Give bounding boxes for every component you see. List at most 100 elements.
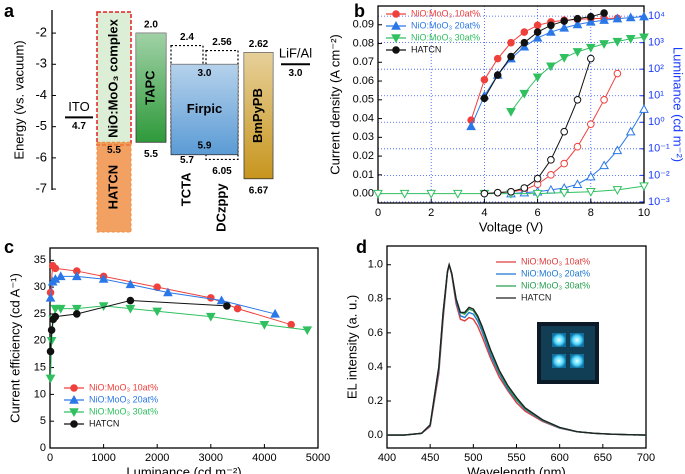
marker — [585, 43, 596, 53]
device-photo — [537, 322, 599, 384]
marker — [612, 186, 623, 195]
y2-tick-label: 10³ — [648, 37, 664, 49]
marker — [639, 11, 649, 21]
marker — [532, 73, 543, 83]
y-tick-label: 0.01 — [353, 169, 374, 181]
series-line — [483, 12, 605, 99]
marker — [125, 304, 136, 314]
marker — [533, 21, 542, 30]
marker — [573, 142, 582, 151]
y-tick-label: 15 — [34, 361, 46, 373]
y-tick-label: 30 — [34, 281, 46, 293]
level-value: 5.7 — [180, 155, 194, 166]
legend-marker — [391, 34, 401, 44]
x-tick-label: 4 — [481, 207, 487, 219]
level-value: 5.5 — [107, 145, 121, 156]
marker — [51, 264, 60, 273]
marker — [520, 184, 529, 192]
y-tick-label: 0.2 — [368, 395, 383, 407]
level-value: 5.5 — [144, 149, 158, 160]
marker — [585, 16, 596, 26]
marker — [493, 54, 502, 63]
level-value: 3.0 — [198, 68, 212, 79]
marker — [599, 15, 609, 24]
marker — [625, 12, 636, 22]
marker — [546, 27, 556, 36]
layer-name: LiF/Al — [279, 46, 312, 61]
legend-marker — [69, 408, 79, 418]
y-tick-label: 0.03 — [353, 131, 374, 143]
marker — [600, 96, 608, 104]
y2-tick-label: 10⁻³ — [648, 196, 670, 208]
marker — [55, 271, 66, 281]
x-tick-label: 4000 — [252, 452, 276, 464]
marker — [45, 292, 56, 302]
marker — [572, 19, 583, 29]
marker — [532, 189, 543, 199]
marker — [45, 374, 56, 384]
marker — [533, 174, 542, 183]
marker — [639, 104, 649, 113]
y-tick-label: 0.00 — [353, 188, 374, 200]
panel-label: c — [4, 237, 14, 257]
y-tick-label: 1.0 — [368, 259, 383, 271]
marker — [152, 307, 163, 317]
y2-tick-label: 10⁻² — [648, 169, 670, 181]
layer-box — [96, 11, 132, 146]
marker — [223, 302, 231, 310]
marker — [560, 17, 569, 25]
series-line — [387, 264, 647, 436]
marker — [73, 310, 81, 318]
x-tick-label: 0 — [375, 207, 381, 219]
legend-label: HATCN — [411, 44, 441, 54]
layer-name: TAPC — [142, 70, 157, 105]
y2-tick-label: 10² — [648, 63, 664, 75]
y-tick-label: 0.06 — [353, 75, 374, 87]
marker — [507, 38, 515, 47]
y-tick-label: -6 — [35, 149, 47, 164]
series-line — [387, 262, 647, 436]
x-axis-label: Wavelength (nm) — [467, 464, 566, 474]
legend-label: NiO:MoO₃ 10at% — [521, 256, 590, 266]
x-tick-label: 1000 — [91, 452, 115, 464]
marker — [639, 182, 649, 192]
y-tick-label: 10 — [34, 388, 46, 400]
panel-label: a — [4, 1, 15, 21]
marker — [493, 188, 502, 197]
marker — [480, 94, 489, 103]
marker — [98, 274, 109, 283]
series-line — [387, 262, 647, 436]
legend-label: NiO:MoO₃ 20at% — [411, 20, 480, 30]
marker — [493, 71, 502, 79]
marker — [520, 38, 529, 47]
y-tick-label: -7 — [35, 181, 47, 196]
y-axis-label: Current density (A cm⁻²) — [327, 34, 342, 175]
x-tick-label: 10 — [638, 207, 650, 219]
series-line — [387, 264, 647, 436]
marker — [612, 13, 623, 23]
marker — [547, 156, 555, 164]
x-tick-label: 450 — [421, 452, 439, 464]
y2-tick-label: 10¹ — [648, 90, 664, 102]
x-tick-label: 600 — [550, 452, 568, 464]
marker — [480, 75, 489, 84]
legend-label: NiO:MoO₃ 10at% — [411, 8, 480, 18]
y2-axis-label: Luminance (cd m⁻²) — [671, 47, 685, 162]
x-tick-label: 550 — [507, 452, 525, 464]
marker — [572, 48, 583, 57]
marker — [507, 52, 515, 61]
y-tick-label: 0.05 — [353, 94, 374, 106]
y-tick-label: 0.07 — [353, 56, 374, 68]
marker — [126, 296, 135, 305]
layer-name: BmPyPB — [250, 88, 265, 143]
legend-marker — [70, 384, 78, 392]
layer-box — [96, 141, 132, 233]
y-tick-label: 0 — [40, 442, 46, 454]
marker — [520, 28, 529, 36]
panel-label: d — [356, 237, 367, 257]
marker — [507, 187, 515, 196]
marker — [233, 304, 242, 313]
y2-tick-label: 10⁴ — [648, 10, 665, 22]
